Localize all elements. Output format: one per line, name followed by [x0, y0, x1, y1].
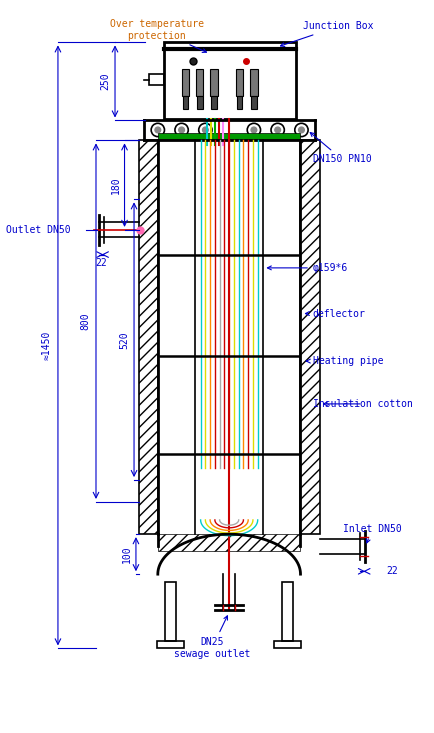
Text: DN150 PN10: DN150 PN10	[310, 133, 372, 164]
Bar	[157, 641, 184, 649]
Bar	[164, 43, 296, 119]
Text: 520: 520	[119, 331, 129, 348]
Bar	[250, 69, 258, 96]
Text: ≈1450: ≈1450	[42, 331, 52, 360]
Bar	[149, 74, 164, 85]
Text: 250: 250	[101, 73, 111, 90]
Text: 22: 22	[386, 567, 398, 576]
Text: Over temperature
protection: Over temperature protection	[110, 19, 207, 53]
Bar	[251, 96, 257, 109]
Circle shape	[299, 127, 304, 133]
Bar	[211, 96, 217, 109]
Text: 180: 180	[111, 177, 121, 194]
Circle shape	[203, 127, 208, 133]
Bar	[183, 96, 188, 109]
Bar	[165, 582, 176, 641]
Bar	[181, 69, 189, 96]
Text: Outlet DN50: Outlet DN50	[6, 225, 70, 235]
Bar	[210, 69, 218, 96]
Bar	[139, 141, 158, 534]
Bar	[283, 582, 293, 641]
Bar	[197, 96, 203, 109]
Bar	[158, 133, 300, 139]
Bar	[158, 534, 300, 551]
Bar	[300, 141, 319, 534]
Text: Insulation cotton: Insulation cotton	[313, 399, 413, 409]
Text: 100: 100	[122, 545, 132, 563]
Text: DN25
sewage outlet: DN25 sewage outlet	[174, 616, 250, 658]
Text: Junction Box: Junction Box	[280, 21, 374, 46]
Circle shape	[251, 127, 257, 133]
Text: 800: 800	[81, 312, 91, 330]
Circle shape	[179, 127, 184, 133]
Text: Heating pipe: Heating pipe	[306, 356, 383, 366]
Text: φ159*6: φ159*6	[267, 263, 348, 273]
Circle shape	[275, 127, 280, 133]
Circle shape	[155, 127, 161, 133]
Bar	[237, 96, 243, 109]
Bar	[236, 69, 243, 96]
Text: deflector: deflector	[306, 309, 366, 319]
Text: Inlet DN50: Inlet DN50	[343, 523, 402, 543]
Text: 22: 22	[95, 258, 107, 268]
Bar	[196, 69, 204, 96]
Bar	[274, 641, 302, 649]
